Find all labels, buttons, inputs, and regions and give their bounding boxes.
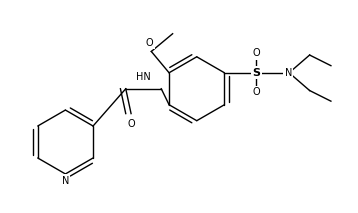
- Text: O: O: [252, 48, 260, 58]
- Text: N: N: [62, 176, 69, 186]
- Text: O: O: [146, 38, 153, 48]
- Text: O: O: [127, 119, 135, 129]
- Text: N: N: [285, 68, 292, 78]
- Text: HN: HN: [136, 72, 151, 82]
- Text: S: S: [252, 68, 260, 78]
- Text: O: O: [252, 87, 260, 97]
